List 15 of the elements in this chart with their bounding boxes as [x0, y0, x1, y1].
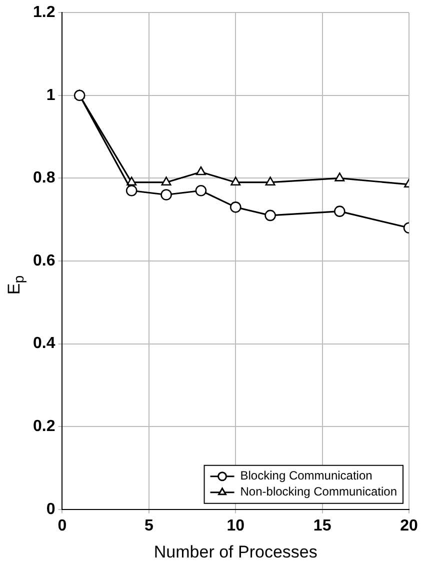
- y-tick-label: 0.6: [32, 252, 56, 270]
- x-axis-title: Number of Processes: [154, 542, 318, 562]
- legend-label: Blocking Communication: [240, 468, 372, 483]
- x-tick-label: 0: [58, 517, 67, 534]
- x-tick-label: 20: [400, 517, 418, 534]
- y-tick-label: 0.2: [32, 418, 56, 436]
- x-tick-label: 10: [226, 517, 245, 534]
- x-tick-label: 15: [313, 517, 332, 534]
- legend-label: Non-blocking Communication: [240, 484, 398, 499]
- y-tick-label: 0.8: [32, 170, 56, 187]
- y-tick-label: 0: [46, 500, 56, 518]
- y-tick-label: 1: [46, 86, 56, 104]
- x-tick-label: 5: [144, 517, 154, 534]
- y-tick-label: 0.4: [32, 335, 56, 352]
- y-tick-label: 1.2: [32, 4, 56, 22]
